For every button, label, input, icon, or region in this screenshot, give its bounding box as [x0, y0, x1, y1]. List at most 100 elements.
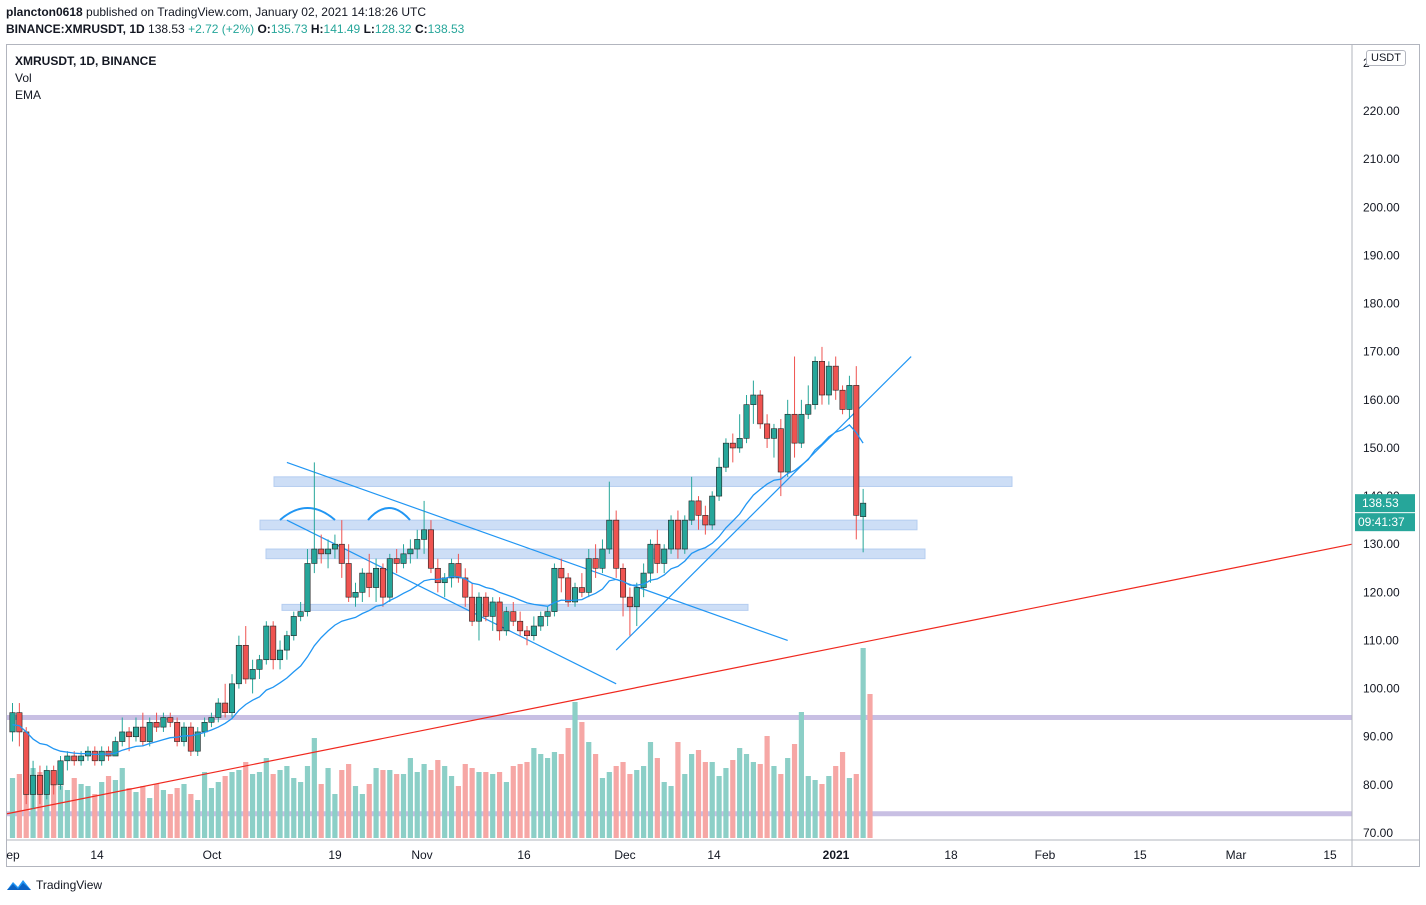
- candle-body[interactable]: [229, 683, 236, 713]
- candle-body[interactable]: [469, 596, 476, 622]
- candle-body[interactable]: [386, 558, 393, 598]
- candle-body[interactable]: [331, 543, 338, 550]
- candle-body[interactable]: [126, 731, 133, 738]
- candle-body[interactable]: [695, 500, 702, 516]
- candle-body[interactable]: [222, 702, 229, 713]
- candle-body[interactable]: [132, 726, 139, 738]
- pattern-arc[interactable]: [279, 507, 336, 521]
- candle-body[interactable]: [30, 774, 37, 795]
- candle-body[interactable]: [23, 731, 30, 795]
- candle-body[interactable]: [270, 625, 277, 661]
- candle-body[interactable]: [585, 558, 592, 593]
- candle-body[interactable]: [325, 548, 332, 555]
- candle-body[interactable]: [91, 750, 98, 762]
- candle-body[interactable]: [112, 741, 119, 757]
- candle-body[interactable]: [517, 620, 524, 632]
- publisher-username[interactable]: plancton0618: [6, 5, 83, 19]
- candle-body[interactable]: [661, 548, 668, 564]
- candle-body[interactable]: [119, 731, 126, 742]
- candle-body[interactable]: [366, 572, 373, 588]
- candle-body[interactable]: [36, 774, 43, 795]
- legend-ema[interactable]: EMA: [15, 88, 42, 102]
- trendline[interactable]: [615, 356, 912, 651]
- candle-body[interactable]: [277, 649, 284, 661]
- candle-body[interactable]: [235, 644, 242, 685]
- candle-body[interactable]: [510, 611, 517, 622]
- candle-body[interactable]: [674, 519, 681, 550]
- candle-body[interactable]: [764, 423, 771, 439]
- candle-body[interactable]: [153, 722, 160, 728]
- candle-body[interactable]: [187, 726, 194, 752]
- candle-body[interactable]: [613, 519, 620, 569]
- candle-body[interactable]: [626, 596, 633, 608]
- trendline[interactable]: [286, 461, 788, 642]
- candle-body[interactable]: [78, 755, 85, 762]
- candle-body[interactable]: [736, 438, 743, 449]
- candle-body[interactable]: [537, 616, 544, 627]
- candle-body[interactable]: [750, 394, 757, 405]
- candle-body[interactable]: [777, 428, 784, 473]
- candle-body[interactable]: [283, 635, 290, 651]
- candle-body[interactable]: [839, 389, 846, 410]
- candle-body[interactable]: [681, 519, 688, 550]
- candle-body[interactable]: [311, 548, 318, 564]
- candle-body[interactable]: [578, 587, 585, 593]
- candle-body[interactable]: [448, 563, 455, 579]
- candle-body[interactable]: [702, 515, 709, 526]
- candle-body[interactable]: [414, 539, 421, 550]
- candle-body[interactable]: [647, 543, 654, 574]
- candle-body[interactable]: [434, 567, 441, 584]
- candle-body[interactable]: [304, 563, 311, 612]
- candle-body[interactable]: [249, 669, 256, 680]
- candle-body[interactable]: [722, 442, 729, 468]
- candle-body[interactable]: [427, 529, 434, 569]
- candle-body[interactable]: [421, 529, 428, 540]
- candle-body[interactable]: [297, 611, 304, 617]
- candle-body[interactable]: [812, 361, 819, 405]
- candle-body[interactable]: [791, 413, 798, 444]
- candle-body[interactable]: [208, 717, 215, 723]
- candle-body[interactable]: [139, 726, 146, 742]
- candle-body[interactable]: [592, 558, 599, 569]
- trendline[interactable]: [6, 543, 1353, 815]
- zone-support-3[interactable]: [281, 603, 749, 611]
- candle-body[interactable]: [482, 596, 489, 617]
- candle-body[interactable]: [194, 731, 201, 752]
- zone-support-1[interactable]: [259, 519, 918, 531]
- ema-line[interactable]: [12, 424, 864, 756]
- candle-body[interactable]: [503, 611, 510, 632]
- candle-body[interactable]: [633, 587, 640, 608]
- candle-body[interactable]: [565, 577, 572, 603]
- candle-body[interactable]: [379, 567, 386, 598]
- candle-body[interactable]: [345, 563, 352, 598]
- candle-body[interactable]: [743, 404, 750, 439]
- candle-body[interactable]: [716, 466, 723, 497]
- candle-body[interactable]: [64, 755, 71, 762]
- candle-body[interactable]: [359, 572, 366, 593]
- candle-body[interactable]: [215, 702, 222, 718]
- candle-body[interactable]: [853, 385, 860, 516]
- currency-unit-badge[interactable]: USDT: [1366, 50, 1406, 66]
- candle-body[interactable]: [551, 567, 558, 612]
- candle-body[interactable]: [825, 365, 832, 396]
- candle-body[interactable]: [860, 502, 867, 517]
- candle-body[interactable]: [9, 712, 16, 733]
- candle-body[interactable]: [16, 712, 23, 733]
- candle-body[interactable]: [544, 611, 551, 617]
- candle-body[interactable]: [654, 543, 661, 564]
- candle-body[interactable]: [572, 587, 579, 603]
- candle-body[interactable]: [160, 717, 167, 728]
- legend-volume[interactable]: Vol: [15, 71, 32, 85]
- candle-body[interactable]: [407, 548, 414, 555]
- candle-body[interactable]: [798, 413, 805, 444]
- candle-body[interactable]: [400, 553, 407, 564]
- last-price-tag[interactable]: [1355, 494, 1415, 513]
- candle-body[interactable]: [373, 567, 380, 588]
- candle-body[interactable]: [167, 717, 174, 723]
- candle-body[interactable]: [290, 616, 297, 636]
- candle-body[interactable]: [757, 394, 764, 425]
- candle-body[interactable]: [393, 558, 400, 564]
- footer-brand[interactable]: TradingView: [6, 878, 102, 892]
- candle-body[interactable]: [146, 722, 153, 742]
